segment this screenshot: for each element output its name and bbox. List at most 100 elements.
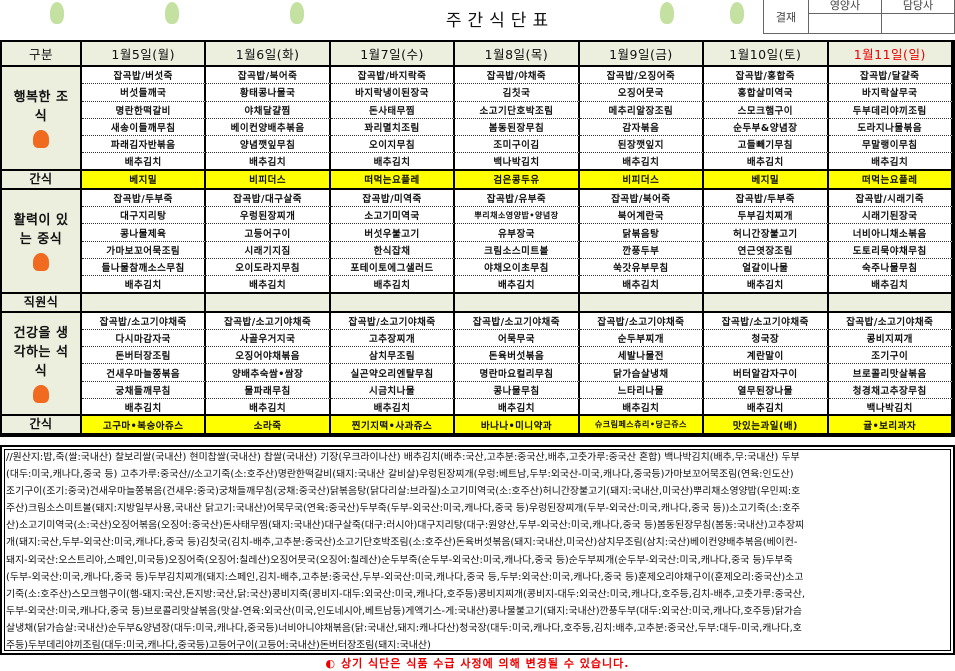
menu-item bbox=[455, 293, 580, 313]
origin-line: 주등)두부데리야끼조림(대두:미국,캐나다,중국등)고등어구이(고등어:국내산)… bbox=[6, 640, 431, 652]
menu-item: 계란말이 bbox=[704, 347, 829, 365]
meal-row: 대구지리탕 우렁된장찌개 소고기미역국 뿌리채소영양밥•양념장 북어계란국 두부김치찌개 시… bbox=[2, 207, 953, 225]
meal-row: 가마보꼬어묵조림 시래기지짐 한식잡채 크림소스미트볼 깐풍두부 연근엿장조림 도토리묵야채… bbox=[2, 241, 953, 259]
meal-row: 활력이 있는 중식 잡곡밥/두부죽 잡곡밥/대구살죽 잡곡밥/미역죽 잡곡밥/유부죽 잡곡… bbox=[2, 189, 953, 294]
menu-item: 청경채고추장무침 bbox=[828, 381, 953, 400]
menu-item: 홍합살미역국 bbox=[704, 84, 829, 102]
menu-item: 도라지나물볶음 bbox=[828, 118, 953, 137]
menu-item: 황태콩나물국 bbox=[206, 84, 331, 102]
menu-item: 버섯들깨국 bbox=[82, 84, 207, 102]
header-category: 구분 bbox=[2, 42, 82, 67]
menu-item: 잡곡밥/야채죽 bbox=[455, 67, 580, 85]
menu-item: 백나박김치 bbox=[455, 153, 580, 171]
meal-row: 건강을 생각하는 석식 잡곡밥/소고기야채죽 잡곡밥/소고기야채죽 잡곡밥/소고기야채… bbox=[2, 312, 953, 417]
header-day: 1월10일(토) bbox=[704, 42, 829, 67]
menu-item: 잡곡밥/달걀죽 bbox=[828, 67, 953, 85]
menu-item: 슈크림페스츄리•당근쥬스 bbox=[579, 416, 705, 436]
menu-item: 배추김치 bbox=[82, 153, 207, 171]
page-header: 주간식단표 결재 영양사 담당사 bbox=[0, 0, 955, 40]
menu-item: 고들빼기무침 bbox=[704, 136, 829, 154]
header-day: 1월8일(목) bbox=[455, 42, 580, 67]
menu-item: 콩비지찌개 bbox=[828, 329, 953, 348]
menu-item: 된장깻잎지 bbox=[579, 136, 705, 154]
menu-item: 베이컨양배추볶음 bbox=[206, 118, 331, 137]
menu-item: 배추김치 bbox=[82, 399, 207, 417]
menu-item: 열무된장나물 bbox=[704, 381, 829, 400]
menu-item: 베지밀 bbox=[704, 170, 829, 190]
menu-item: 오이지무침 bbox=[330, 136, 456, 154]
menu-item: 깐풍두부 bbox=[579, 241, 705, 259]
menu-item: 어묵무국 bbox=[455, 329, 580, 348]
change-notice: ◐ 상기 식단은 식품 수급 사정에 의해 변경될 수 있습니다. bbox=[325, 657, 630, 670]
menu-item: 순두부찌개 bbox=[579, 329, 705, 348]
meal-row: 배추김치 배추김치 배추김치 백나박김치 배추김치 배추김치 배추김치 bbox=[2, 153, 953, 171]
meal-row: 콩나물제육 고등어구이 버섯우불고기 유부장국 닭볶음탕 허니간장불고기 너비아니채소볶음 bbox=[2, 224, 953, 242]
menu-item: 바나나•미니약과 bbox=[455, 416, 580, 436]
menu-item: 감자볶음 bbox=[579, 118, 705, 137]
menu-item: 오징어뭇국 bbox=[579, 84, 705, 102]
origin-line: 주산)크림소스미트볼(돼지:지방일부사용,국내산 닭고기:국내산)어묵무국(연육… bbox=[6, 503, 801, 515]
origin-info: //원산지:밥,죽(쌀:국내산) 찰보리쌀(국내산) 현미찹쌀(국내산) 찹쌀(… bbox=[0, 445, 955, 655]
menu-item: 잡곡밥/버섯죽 bbox=[82, 67, 207, 85]
menu-item: 사골우거지국 bbox=[206, 329, 331, 348]
meal-row: 버섯들깨국 황태콩나물국 바지락냉이된장국 김칫국 오징어뭇국 홍합살미역국 바지락살무국 bbox=[2, 84, 953, 102]
menu-item: 잡곡밥/두부죽 bbox=[704, 189, 829, 208]
header-row: 구분 1월5일(월) 1월6일(화) 1월7일(수) 1월8일(목) 1월9일(금) 1월1… bbox=[2, 42, 953, 67]
menu-item: 양배추숙쌈•쌈장 bbox=[206, 364, 331, 382]
menu-item: 숙주나물무침 bbox=[828, 258, 953, 277]
vegetable-illustration bbox=[660, 2, 674, 24]
menu-item: 찐기지떡•사과쥬스 bbox=[330, 416, 456, 436]
menu-item: 배추김치 bbox=[330, 399, 456, 417]
menu-item: 야채달걀찜 bbox=[206, 101, 331, 119]
menu-item: 비피더스 bbox=[206, 170, 331, 190]
menu-item: 잡곡밥/홍합죽 bbox=[704, 67, 829, 85]
meal-row: 궁채들깨무침 물파래무침 시금치나물 콩나물무침 느타리나물 열무된장나물 청경채고추장무침 bbox=[2, 381, 953, 400]
page-title: 주간식단표 bbox=[445, 11, 555, 31]
menu-item: 배추김치 bbox=[82, 276, 207, 294]
menu-item: 비피더스 bbox=[579, 170, 705, 190]
menu-item: 잡곡밥/미역죽 bbox=[330, 189, 456, 208]
menu-item: 배추김치 bbox=[330, 276, 456, 294]
meal-row: 명란한떡갈비 야채달걀찜 돈사태무찜 소고기단호박조림 메추리알장조림 스모크햄구이 두부데… bbox=[2, 101, 953, 119]
menu-item: 가마보꼬어묵조림 bbox=[82, 241, 207, 259]
menu-item: 배추김치 bbox=[455, 399, 580, 417]
header-day: 1월9일(금) bbox=[579, 42, 705, 67]
menu-item: 두부김치찌개 bbox=[704, 207, 829, 225]
meal-row: 돈버터장조림 오징어야채볶음 삼치무조림 돈육버섯볶음 세발나물전 계란말이 조기구이 bbox=[2, 347, 953, 365]
menu-item: 오이도라지무침 bbox=[206, 258, 331, 277]
menu-item bbox=[704, 293, 829, 313]
menu-item: 시금치나물 bbox=[330, 381, 456, 400]
menu-item bbox=[206, 293, 331, 313]
menu-item: 두부데리야끼조림 bbox=[828, 101, 953, 119]
menu-item: 봄동된장무침 bbox=[455, 118, 580, 137]
menu-item: 떠먹는요플레 bbox=[828, 170, 953, 190]
weekly-menu-table: 구분 1월5일(월) 1월6일(화) 1월7일(수) 1월8일(목) 1월9일(금) 1월1… bbox=[0, 40, 955, 438]
menu-item: 메추리알장조림 bbox=[579, 101, 705, 119]
menu-item: 닭볶음탕 bbox=[579, 224, 705, 242]
menu-item: 조미구이김 bbox=[455, 136, 580, 154]
menu-item: 닭가슴살냉채 bbox=[579, 364, 705, 382]
section-label: 활력이 있는 중식 bbox=[2, 189, 82, 294]
menu-item: 북어계란국 bbox=[579, 207, 705, 225]
menu-item: 잡곡밥/소고기야채죽 bbox=[206, 312, 331, 330]
menu-item: 청국장 bbox=[704, 329, 829, 348]
menu-item: 잡곡밥/대구살죽 bbox=[206, 189, 331, 208]
snack-row: 간식 베지밀 비피더스 떠먹는요플레 검은콩두유 비피더스 베지밀 떠먹는요플레 bbox=[2, 170, 953, 190]
menu-item: 새송이들깨무침 bbox=[82, 118, 207, 137]
menu-item: 바지락냉이된장국 bbox=[330, 84, 456, 102]
menu-item: 배추김치 bbox=[828, 276, 953, 294]
meal-row: 행복한 조식 잡곡밥/버섯죽 잡곡밥/북어죽 잡곡밥/바지락죽 잡곡밥/야채죽 잡곡밥/오… bbox=[2, 67, 953, 171]
menu-item: 떠먹는요플레 bbox=[330, 170, 456, 190]
menu-item: 파래김자반볶음 bbox=[82, 136, 207, 154]
menu-item: 베지밀 bbox=[82, 170, 207, 190]
menu-item: 꽈리멸치조림 bbox=[330, 118, 456, 137]
menu-item: 백나박김치 bbox=[828, 399, 953, 417]
menu-item bbox=[82, 293, 207, 313]
menu-item: 잡곡밥/오징어죽 bbox=[579, 67, 705, 85]
menu-item: 잡곡밥/유부죽 bbox=[455, 189, 580, 208]
menu-item: 잡곡밥/소고기야채죽 bbox=[330, 312, 456, 330]
menu-item: 맛있는과일(배) bbox=[704, 416, 829, 436]
menu-item: 브로콜리맛살볶음 bbox=[828, 364, 953, 382]
approval-label: 결재 bbox=[775, 10, 797, 24]
menu-item: 배추김치 bbox=[206, 153, 331, 171]
